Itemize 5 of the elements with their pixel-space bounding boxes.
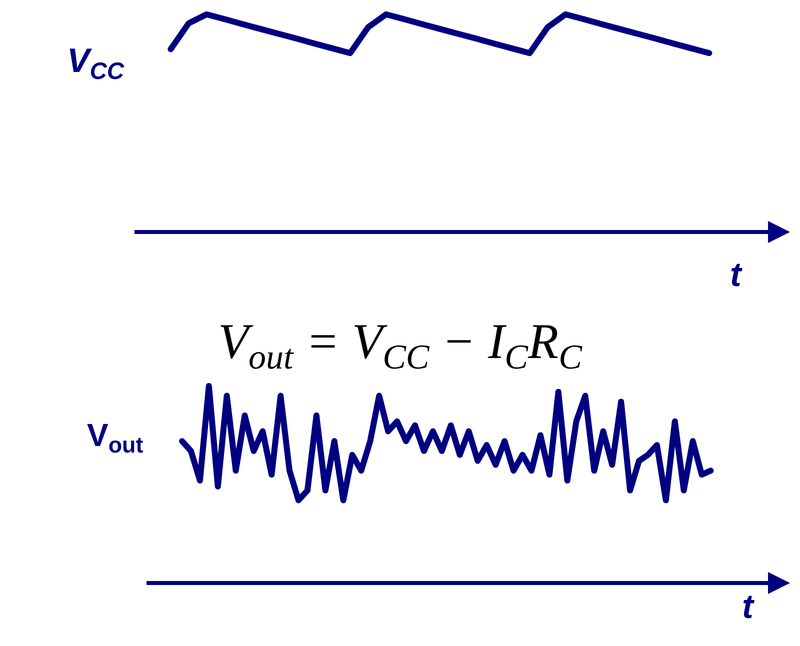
- x-axis-title: t: [742, 588, 755, 626]
- text: V$_{out}$ = V$_{CC}$ − I$_{C}$R$_{C}$: [218, 313, 583, 376]
- x-axis-title: t: [730, 256, 743, 294]
- y-axis-title: V$_{CC}$: [67, 42, 125, 86]
- y-axis-title: V$_{out}$: [87, 417, 144, 458]
